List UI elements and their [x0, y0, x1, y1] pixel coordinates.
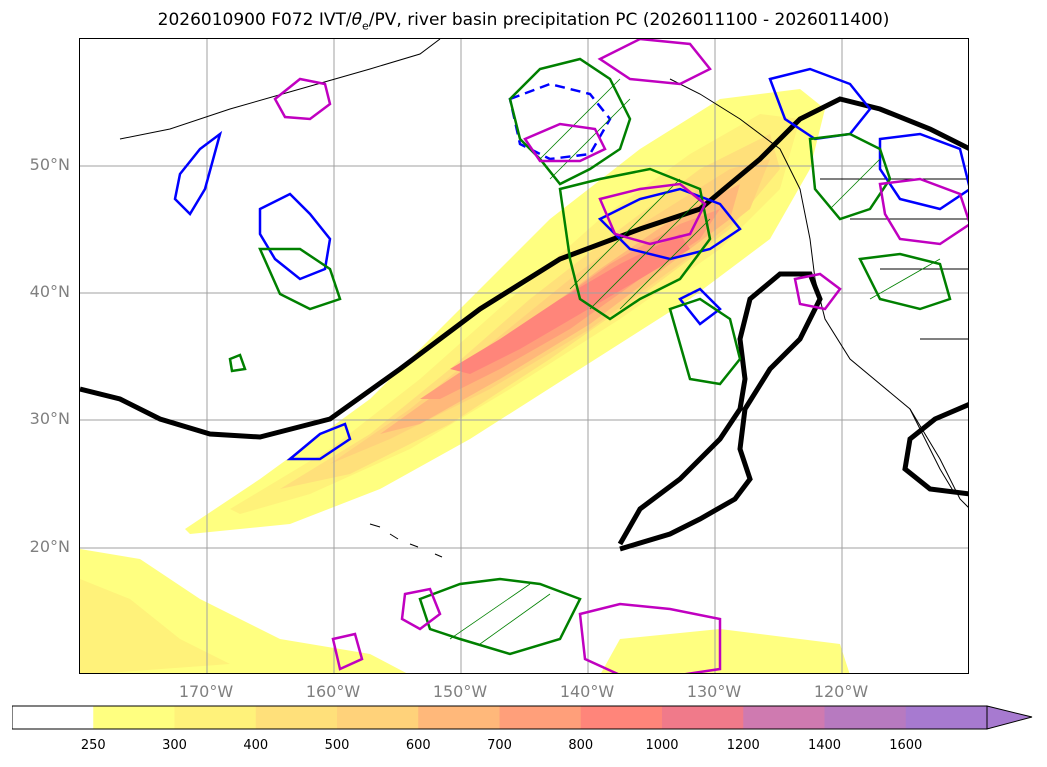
lat-label-30n: 30°N	[29, 409, 70, 428]
colorbar-segment	[905, 706, 988, 729]
map-title: 2026010900 F072 IVT/θe/PV, river basin p…	[157, 10, 890, 33]
lon-label-150w: 150°W	[432, 682, 488, 701]
ivt-shading	[80, 89, 850, 673]
map-canvas	[80, 39, 968, 673]
map-panel[interactable]	[79, 38, 969, 674]
pv-blue-4	[768, 67, 872, 141]
pv-magenta-7	[578, 602, 722, 673]
pv-green-contours	[228, 57, 952, 656]
ivt-south-inner	[80, 579, 230, 673]
lon-label-120w: 120°W	[813, 682, 869, 701]
lat-label-40n: 40°N	[29, 282, 70, 301]
theta-e-east	[902, 402, 968, 497]
colorbar-tick-label: 400	[243, 738, 269, 753]
pv-magenta-4	[597, 39, 712, 86]
state-borders	[820, 178, 968, 340]
pv-blue-6	[286, 422, 352, 461]
colorbar-tick-label: 800	[568, 738, 594, 753]
colorbar-tick-label: 1600	[889, 738, 923, 753]
colorbar-tick-label: 500	[324, 738, 350, 753]
pv-green-4	[668, 297, 742, 386]
pv-magenta-5	[878, 177, 968, 246]
pv-blue-2	[258, 192, 332, 281]
colorbar-frame	[11, 705, 988, 730]
colorbar-tick-label: 600	[405, 738, 431, 753]
theta-e-main	[80, 96, 968, 440]
theta-e-trough	[617, 271, 823, 552]
colorbar-segment	[174, 706, 257, 729]
pv-blue-7	[678, 287, 722, 326]
pv-magenta-6	[793, 272, 842, 311]
pv-blue-1	[173, 130, 223, 217]
gridlines	[80, 39, 968, 673]
pv-blue-contours	[173, 67, 968, 461]
baja-coast	[909, 408, 956, 495]
pv-blue-3	[597, 187, 742, 261]
colorbar-segment	[743, 706, 825, 729]
colorbar-segment	[418, 706, 500, 729]
colorbar-tick-label: 250	[80, 738, 106, 753]
lat-label-20n: 20°N	[29, 537, 70, 556]
colorbar-segment	[662, 706, 744, 729]
lon-label-140w: 140°W	[559, 682, 615, 701]
colorbar-segment	[824, 706, 907, 729]
colorbar-segment	[12, 706, 94, 729]
pv-green-2	[558, 167, 712, 321]
colorbar-segment	[255, 706, 338, 729]
pv-blue-5	[878, 132, 968, 211]
colorbar-tick-label: 1200	[726, 738, 760, 753]
lat-label-50n: 50°N	[29, 155, 70, 174]
hawaii-islands	[369, 523, 443, 558]
pv-green-6	[258, 247, 342, 311]
pv-magenta-9	[331, 632, 364, 671]
colorbar-segment	[580, 706, 663, 729]
colorbar-extend-triangle	[986, 705, 1033, 730]
pv-hatching	[449, 78, 941, 645]
pv-magenta-1	[273, 77, 332, 121]
pv-magenta-3	[598, 182, 707, 246]
pv-green-8	[228, 353, 247, 373]
colorbar-segment	[337, 706, 419, 729]
colorbar-tick-label: 1000	[645, 738, 679, 753]
colorbar-svg	[11, 705, 1033, 730]
colorbar-tick-label: 300	[162, 738, 187, 753]
lon-label-130w: 130°W	[686, 682, 742, 701]
colorbar	[11, 705, 1037, 735]
pv-green-1	[508, 57, 632, 186]
ivt-south-band-b	[601, 629, 850, 673]
theta-e-contours	[80, 96, 968, 552]
pv-green-3	[808, 132, 892, 221]
pv-green-7	[858, 252, 952, 311]
colorbar-tick-label: 1400	[807, 738, 842, 753]
colorbar-segments	[12, 706, 988, 729]
colorbar-segment	[499, 706, 582, 729]
pv-magenta-2	[523, 122, 607, 163]
pv-magenta-8	[400, 587, 442, 631]
alaska-coast	[119, 39, 441, 140]
lon-label-170w: 170°W	[178, 682, 234, 701]
pv-green-5	[418, 577, 582, 656]
pv-blue-dashed	[508, 82, 612, 161]
lon-label-160w: 160°W	[305, 682, 361, 701]
colorbar-segment	[93, 706, 175, 729]
colorbar-tick-label: 700	[487, 738, 512, 753]
pv-magenta-contours	[273, 39, 968, 673]
